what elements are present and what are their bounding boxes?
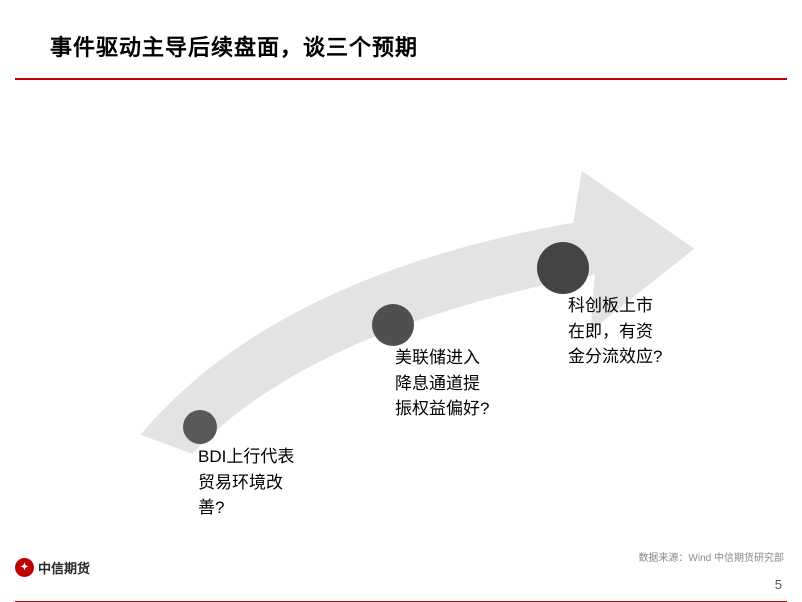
node-dot-2 [372, 304, 414, 346]
logo-icon: ✦ [15, 558, 34, 577]
logo-glyph: ✦ [20, 562, 28, 573]
slide: 事件驱动主导后续盘面，谈三个预期 BDI上行代表贸易环境改善? 美联储进入降息通道… [0, 0, 802, 602]
logo-text: 中信期货 [38, 558, 90, 577]
page-number: 5 [775, 577, 782, 592]
slide-title: 事件驱动主导后续盘面，谈三个预期 [50, 30, 752, 62]
node-label-2: 美联储进入降息通道提振权益偏好? [395, 345, 489, 422]
data-source: 数据来源：Wind 中信期货研究部 [638, 549, 784, 564]
node-dot-1 [183, 410, 217, 444]
node-label-3: 科创板上市在即，有资金分流效应? [568, 293, 662, 370]
title-area: 事件驱动主导后续盘面，谈三个预期 [0, 0, 802, 70]
brand-logo: ✦ 中信期货 [15, 558, 90, 577]
node-dot-3 [537, 242, 589, 294]
arrow-diagram: BDI上行代表贸易环境改善? 美联储进入降息通道提振权益偏好? 科创板上市在即，有资… [0, 80, 802, 530]
node-label-1: BDI上行代表贸易环境改善? [198, 444, 294, 521]
